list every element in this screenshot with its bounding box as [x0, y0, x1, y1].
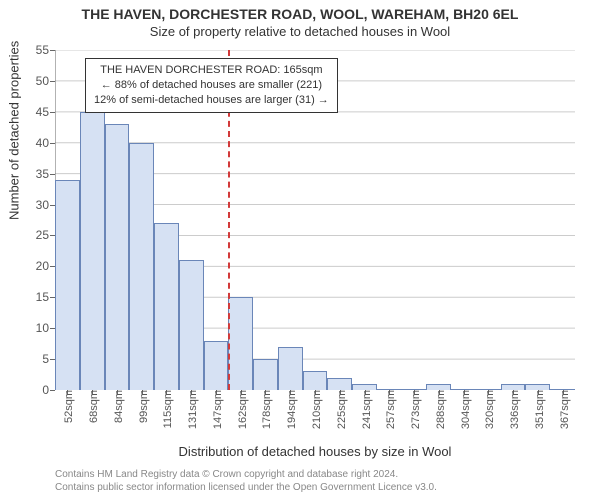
x-tick-label: 131sqm — [183, 390, 199, 429]
y-tick-mark — [50, 297, 55, 298]
y-tick-mark — [50, 81, 55, 82]
chart-container: THE HAVEN, DORCHESTER ROAD, WOOL, WAREHA… — [0, 0, 600, 500]
bar — [253, 359, 278, 390]
bar — [105, 124, 130, 390]
x-tick-label: 147sqm — [208, 390, 224, 429]
x-tick-label: 115sqm — [158, 390, 174, 428]
y-tick-mark — [50, 50, 55, 51]
x-tick-label: 351sqm — [530, 390, 546, 429]
y-tick-mark — [50, 328, 55, 329]
bar — [154, 223, 179, 390]
y-tick-mark — [50, 359, 55, 360]
bar — [327, 378, 352, 390]
bar — [278, 347, 303, 390]
annotation-line2: ← 88% of detached houses are smaller (22… — [94, 78, 329, 93]
x-tick-label: 241sqm — [357, 390, 373, 429]
x-tick-label: 288sqm — [431, 390, 447, 429]
bar — [204, 341, 229, 390]
x-tick-label: 68sqm — [84, 390, 100, 423]
x-tick-label: 304sqm — [456, 390, 472, 429]
x-tick-label: 273sqm — [406, 390, 422, 429]
x-tick-label: 194sqm — [282, 390, 298, 429]
x-tick-label: 178sqm — [257, 390, 273, 429]
x-tick-label: 99sqm — [134, 390, 150, 423]
chart-subtitle: Size of property relative to detached ho… — [0, 22, 600, 39]
x-tick-label: 367sqm — [555, 390, 571, 429]
chart-title: THE HAVEN, DORCHESTER ROAD, WOOL, WAREHA… — [0, 0, 600, 22]
y-tick-mark — [50, 143, 55, 144]
y-tick-mark — [50, 174, 55, 175]
x-tick-label: 210sqm — [307, 390, 323, 429]
y-tick-mark — [50, 205, 55, 206]
y-tick-mark — [50, 390, 55, 391]
bar — [228, 297, 253, 390]
footer-line1: Contains HM Land Registry data © Crown c… — [55, 468, 437, 481]
x-tick-label: 257sqm — [381, 390, 397, 429]
bar — [80, 112, 105, 390]
x-tick-label: 320sqm — [480, 390, 496, 429]
x-tick-label: 84sqm — [109, 390, 125, 423]
y-axis-title: Number of detached properties — [7, 41, 22, 220]
x-tick-label: 52sqm — [59, 390, 75, 423]
annotation-line1: THE HAVEN DORCHESTER ROAD: 165sqm — [94, 63, 329, 78]
bar — [179, 260, 204, 390]
annotation-line3: 12% of semi-detached houses are larger (… — [94, 93, 329, 108]
x-tick-label: 225sqm — [332, 390, 348, 429]
bar — [55, 180, 80, 390]
y-tick-mark — [50, 112, 55, 113]
x-axis-title: Distribution of detached houses by size … — [179, 444, 452, 459]
y-tick-mark — [50, 266, 55, 267]
footer-line2: Contains public sector information licen… — [55, 481, 437, 494]
annotation-box: THE HAVEN DORCHESTER ROAD: 165sqm ← 88% … — [85, 58, 338, 113]
bar — [303, 371, 328, 390]
x-tick-label: 336sqm — [505, 390, 521, 429]
x-tick-label: 162sqm — [233, 390, 249, 429]
bar — [129, 143, 154, 390]
footer: Contains HM Land Registry data © Crown c… — [55, 468, 437, 494]
plot-area: 0510152025303540455055 52sqm68sqm84sqm99… — [55, 50, 575, 390]
y-tick-mark — [50, 235, 55, 236]
